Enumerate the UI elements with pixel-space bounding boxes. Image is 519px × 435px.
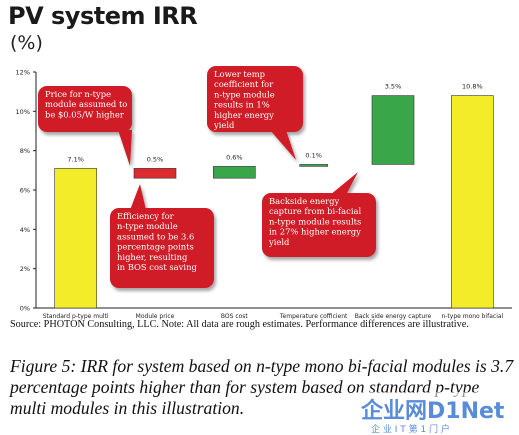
callout-text-line: assumed to be 3.6: [117, 231, 194, 241]
source-note: Source: PHOTON Consulting, LLC. Note: Al…: [10, 319, 469, 330]
callout-text-line: percentage points: [117, 242, 194, 252]
callout-pointer: [130, 184, 146, 210]
watermark-logo: 企业网D1Net 企 业 I T 第 1 门 户: [355, 392, 519, 435]
bar-module-price: [133, 168, 177, 179]
callout-text: Lower temp coefficient for n-type module re…: [213, 69, 275, 130]
callout-box: [262, 193, 376, 257]
callout-annotation: [110, 184, 214, 288]
bar-value-label: 3.5%: [385, 83, 402, 91]
y-tick-label: 4%: [20, 226, 30, 234]
callout-annotation: [262, 172, 376, 257]
y-tick-label: 12%: [16, 69, 30, 77]
callout-text-line: n-type module: [214, 89, 275, 99]
callout-box: [207, 66, 303, 132]
callout-text-line: Efficiency for: [117, 211, 174, 221]
bar-value-label: 0.6%: [226, 153, 243, 161]
bar-temperature-cofficient: [299, 164, 328, 167]
callout-pointer: [118, 130, 132, 166]
callout-pointer: [270, 130, 296, 160]
callout-text-line: module assumed to: [45, 99, 127, 109]
bar-value-label: 7.1%: [67, 155, 84, 163]
callout-annotation: [38, 86, 132, 166]
unit-label: (%): [10, 32, 43, 54]
callout-text-line: higher, resulting: [117, 252, 188, 262]
x-category-label: BOS cost: [221, 313, 249, 320]
page-title: PV system IRR: [8, 2, 198, 30]
bar-n-type-mono-bifacial: [451, 95, 494, 309]
callout-text: Backside energy capture from bi-facial n-t…: [268, 196, 361, 247]
callout-text-line: results in 1%: [214, 100, 270, 110]
callout-text-line: n-type module results: [269, 216, 361, 226]
bar-standard-p-type-multi: [54, 168, 97, 309]
callout-text-line: higher energy: [214, 110, 274, 120]
callout-pointer: [330, 172, 358, 195]
callout-text: Efficiency for n-type module assumed to be…: [117, 211, 197, 272]
irr-waterfall-chart: 0% 2% 4% 6% 8% 10% 12% 7.1% Standard p-type mul…: [16, 66, 512, 320]
callout-box: [38, 86, 132, 132]
bar-value-label: 0.5%: [147, 155, 164, 163]
callout-text-line: Price for n-type: [45, 89, 111, 99]
callout-text-line: coefficient for: [214, 79, 273, 89]
watermark-logo-text: 企业网D1Net: [360, 398, 505, 424]
y-tick-label: 6%: [20, 187, 30, 195]
x-category-label: n-type mono bifacial: [441, 313, 503, 320]
bar-value-label: 10.8%: [462, 83, 483, 91]
callout-text-line: Backside energy: [269, 196, 340, 206]
callout-text-line: in BOS cost saving: [117, 262, 197, 272]
watermark-sub-text: 企 业 I T 第 1 门 户: [371, 423, 450, 435]
callout-annotation: [207, 66, 303, 160]
x-category-label: Module price: [136, 313, 175, 320]
callout-text-line: yield: [213, 120, 235, 130]
callout-text-line: in 27% higher energy: [269, 227, 361, 237]
y-tick-label: 10%: [16, 108, 30, 116]
callout-text-line: n-type module: [117, 221, 178, 231]
callout-text: Price for n-type module assumed to be $0.0…: [45, 89, 127, 119]
x-category-label: Back side energy capture: [355, 313, 432, 320]
bar-bos-cost: [213, 166, 256, 179]
bar-back-side-energy-capture: [371, 95, 415, 165]
callout-box: [110, 208, 214, 288]
callout-text-line: capture from bi-facial: [269, 206, 361, 216]
x-category-label: Temperature cofficient: [279, 313, 348, 320]
x-category-label: Standard p-type multi: [43, 313, 109, 320]
y-tick-label: 0%: [20, 305, 30, 313]
y-tick-label: 8%: [20, 147, 30, 155]
callout-text-line: yield: [268, 237, 290, 247]
callout-text-line: Lower temp: [214, 69, 265, 79]
bar-value-label: 0.1%: [305, 151, 322, 159]
y-tick-label: 2%: [20, 265, 30, 273]
callout-text-line: be $0.05/W higher: [45, 109, 124, 119]
